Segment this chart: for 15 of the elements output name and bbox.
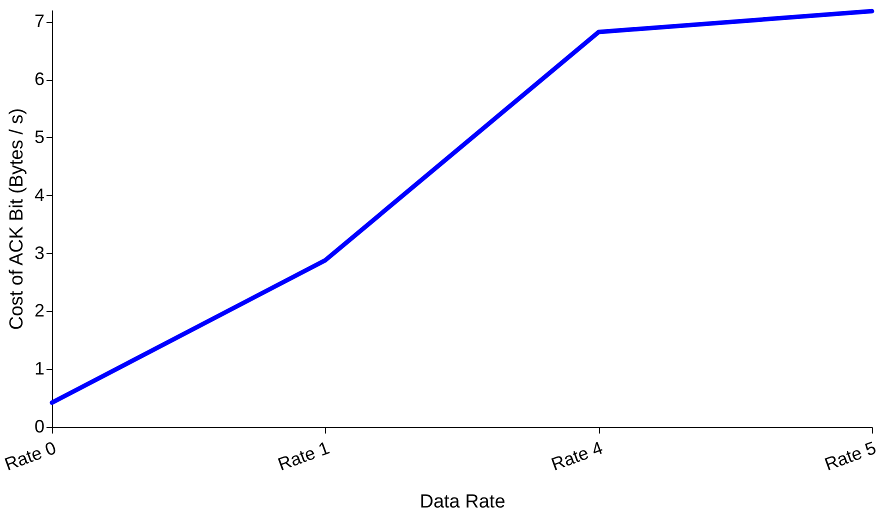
y-tick-label: 5 bbox=[34, 126, 44, 147]
y-tick-label: 4 bbox=[34, 184, 44, 205]
x-tick-label: Rate 5 bbox=[822, 438, 879, 475]
line-series bbox=[50, 8, 874, 405]
x-tick-label: Rate 1 bbox=[275, 438, 332, 475]
x-tick-label: Rate 4 bbox=[548, 438, 606, 475]
y-axis-title: Cost of ACK Bit (Bytes / s) bbox=[6, 108, 28, 330]
y-tick-label: 6 bbox=[34, 69, 44, 89]
y-tick-label: 2 bbox=[34, 300, 44, 321]
y-tick-label: 7 bbox=[34, 11, 44, 32]
y-tick-label: 3 bbox=[34, 242, 44, 263]
x-tick-label: Rate 0 bbox=[2, 438, 59, 475]
x-axis-title: Data Rate bbox=[420, 492, 506, 513]
y-tick-label: 0 bbox=[34, 416, 44, 436]
y-tick-label: 1 bbox=[34, 358, 44, 379]
